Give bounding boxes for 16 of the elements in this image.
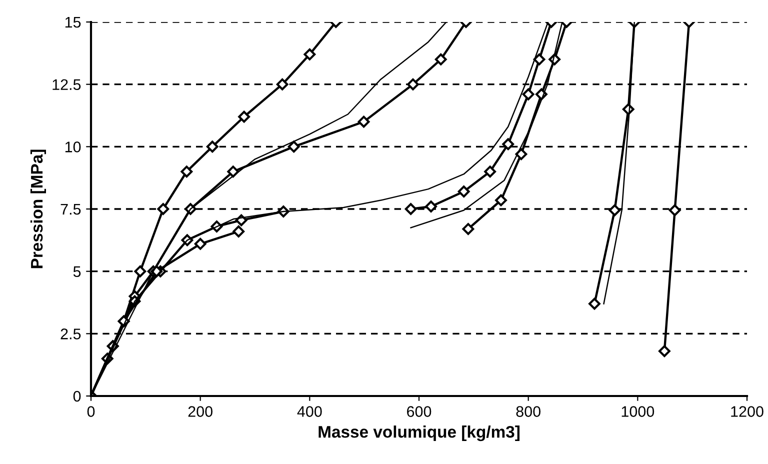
y-tick-label: 15: [65, 17, 81, 28]
y-tick-label: 7.5: [60, 204, 81, 215]
x-tick-label: 800: [516, 406, 540, 417]
x-tick-label: 400: [297, 406, 322, 417]
x-tick-label: 600: [407, 406, 432, 417]
x-tick-label: 0: [87, 406, 95, 417]
x-tick-label: 1000: [622, 406, 654, 417]
y-tick-label: 12.5: [52, 79, 81, 90]
y-tick-label: 10: [65, 142, 81, 152]
y-axis-title: Pression [MPa]: [30, 150, 46, 268]
x-tick-label: 200: [188, 406, 212, 417]
y-tick-label: 0: [73, 390, 81, 402]
x-tick-label: 1200: [731, 406, 764, 417]
y-tick-label: 2.5: [60, 328, 81, 340]
x-axis-title: Masse volumique [kg/m3]: [318, 426, 520, 442]
y-tick-label: 5: [73, 266, 81, 278]
